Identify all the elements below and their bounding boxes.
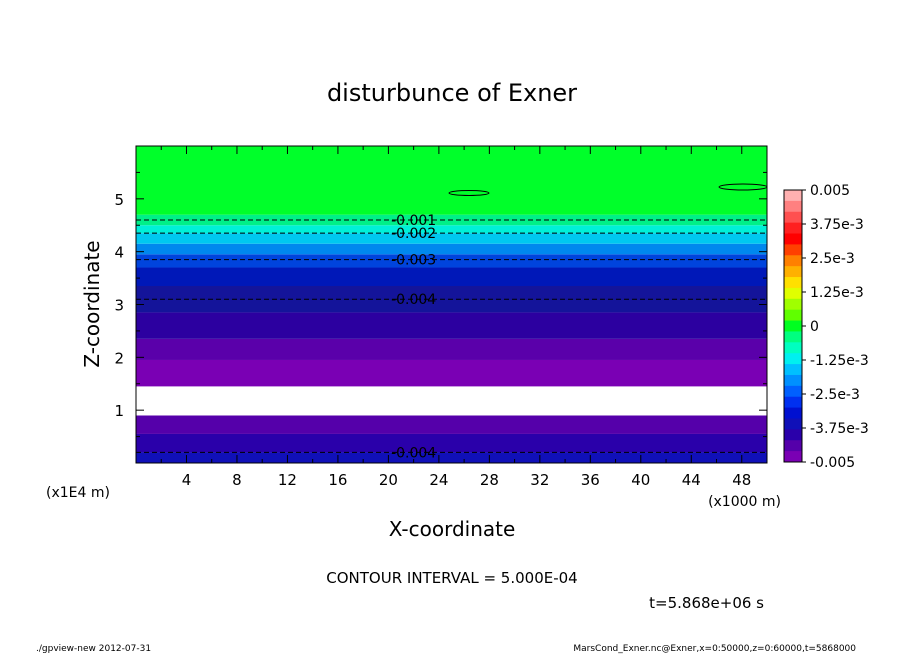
colorbar-swatch-17 (784, 374, 802, 387)
band-0 (136, 452, 767, 463)
colorbar-swatch-14 (784, 342, 802, 354)
chart-title: disturbunce of Exner (327, 79, 577, 107)
colorbar-swatch-11 (784, 309, 802, 322)
colorbar-label-2: 2.5e-3 (810, 251, 855, 267)
x-tick-label-8: 36 (581, 471, 600, 489)
contour-label-1: -0.002 (391, 226, 436, 242)
band-5 (136, 338, 767, 360)
band-12 (136, 225, 767, 234)
y-axis-label: Z-coordinate (80, 240, 104, 367)
band-1 (136, 433, 767, 453)
y-tick-label-4: 5 (114, 191, 124, 209)
colorbar-swatch-18 (784, 385, 802, 398)
x-tick-label-1: 8 (232, 471, 242, 489)
colorbar-labels: 0.005 3.75e-3 2.5e-3 1.25e-3 0 -1.25e-3 -2.5e-… (802, 183, 869, 471)
x-tick-label-0: 4 (182, 471, 192, 489)
contour-label-0: -0.001 (391, 213, 436, 229)
colorbar-swatch-24 (784, 451, 802, 463)
colorbar-swatch-3 (784, 222, 802, 235)
time-label: t=5.868e+06 s (649, 594, 764, 612)
colorbar-swatch-16 (784, 364, 802, 376)
contour-label-2: -0.003 (391, 253, 436, 269)
colorbar (784, 190, 802, 463)
color-bands (136, 146, 767, 463)
colorbar-swatch-10 (784, 298, 802, 311)
colorbar-label-5: -1.25e-3 (810, 353, 869, 369)
x-tick-label-2: 12 (278, 471, 297, 489)
x-tick-label-9: 40 (631, 471, 650, 489)
band-10 (136, 243, 767, 255)
colorbar-swatch-21 (784, 418, 802, 430)
band-14 (136, 146, 767, 215)
colorbar-label-4: 0 (810, 319, 819, 335)
colorbar-swatch-5 (784, 244, 802, 256)
colorbar-swatch-20 (784, 407, 802, 419)
colorbar-label-1: 3.75e-3 (810, 217, 864, 233)
colorbar-swatch-23 (784, 440, 802, 452)
band-3 (136, 386, 767, 416)
colorbar-swatch-6 (784, 255, 802, 267)
x-unit-left: (x1E4 m) (46, 485, 110, 501)
contour-label-4: -0.004 (391, 445, 436, 461)
x-axis-ticks: 4 8 12 16 20 24 28 32 36 40 44 48 (160, 146, 751, 489)
y-tick-label-0: 1 (114, 402, 124, 420)
colorbar-label-0: 0.005 (810, 183, 850, 199)
colorbar-swatch-8 (784, 277, 802, 289)
colorbar-swatch-9 (784, 287, 802, 300)
colorbar-swatch-7 (784, 266, 802, 278)
band-11 (136, 233, 767, 244)
colorbar-swatch-1 (784, 200, 802, 213)
colorbar-label-3: 1.25e-3 (810, 285, 864, 301)
colorbar-label-7: -3.75e-3 (810, 421, 869, 437)
x-tick-label-6: 28 (480, 471, 499, 489)
band-9 (136, 254, 767, 268)
contour-label-3: -0.004 (391, 292, 436, 308)
band-6 (136, 312, 767, 339)
band-4 (136, 359, 767, 387)
contour-interval: CONTOUR INTERVAL = 5.000E-04 (326, 569, 577, 587)
y-axis-ticks: 1 2 3 4 5 (114, 171, 767, 438)
colorbar-swatch-2 (784, 211, 802, 224)
colorbar-swatch-12 (784, 320, 802, 332)
footer-right: MarsCond_Exner.nc@Exner,x=0:50000,z=0:60… (573, 644, 856, 654)
y-tick-label-1: 2 (114, 349, 124, 367)
x-unit-right: (x1000 m) (708, 494, 781, 510)
colorbar-swatch-15 (784, 353, 802, 365)
x-tick-label-4: 20 (379, 471, 398, 489)
x-tick-label-10: 44 (682, 471, 701, 489)
colorbar-swatch-4 (784, 233, 802, 245)
colorbar-label-8: -0.005 (810, 455, 855, 471)
x-axis-label: X-coordinate (389, 517, 516, 541)
y-tick-label-3: 4 (114, 244, 124, 262)
band-8 (136, 267, 767, 287)
x-tick-label-7: 32 (530, 471, 549, 489)
colorbar-swatch-22 (784, 429, 802, 441)
contour-lines: -0.001-0.002 -0.003 -0.004 -0.004 (136, 213, 767, 461)
colorbar-label-6: -2.5e-3 (810, 387, 860, 403)
x-tick-label-11: 48 (732, 471, 751, 489)
y-tick-label-2: 3 (114, 297, 124, 315)
colorbar-swatch-19 (784, 396, 802, 409)
closed-contour-1 (448, 190, 490, 196)
x-tick-label-5: 24 (429, 471, 448, 489)
x-tick-label-3: 16 (328, 471, 347, 489)
footer-left: ./gpview-new 2012-07-31 (36, 644, 151, 654)
colorbar-swatch-0 (784, 190, 802, 202)
band-2 (136, 415, 767, 434)
colorbar-swatch-13 (784, 331, 802, 343)
